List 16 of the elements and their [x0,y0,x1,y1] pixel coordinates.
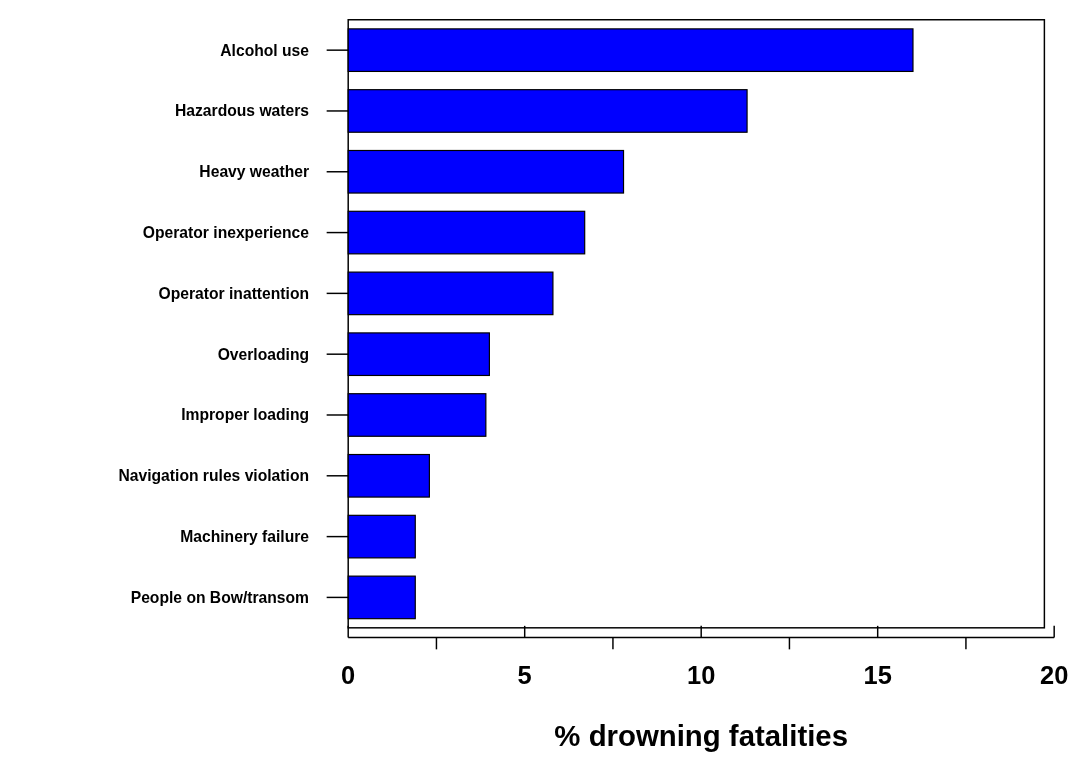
x-axis-title: % drowning fatalities [554,719,848,753]
y-tick-label: Alcohol use [220,41,310,59]
y-tick-label: Navigation rules violation [118,467,310,485]
y-tick-label: Overloading [217,345,310,363]
x-tick-label: 5 [517,660,532,689]
x-tick-label: 20 [1040,660,1069,689]
y-tick-label: Machinery failure [180,528,310,546]
x-tick-label: 10 [687,660,716,689]
y-tick-label: Improper loading [181,406,310,424]
y-tick-label: Hazardous waters [175,102,310,120]
y-tick-label: Operator inattention [158,284,310,302]
y-tick-label: Heavy weather [199,163,310,181]
y-tick-label: People on Bow/transom [130,588,310,606]
x-tick-label: 0 [341,660,356,689]
y-tick-label: Operator inexperience [142,224,310,242]
x-tick-label: 15 [863,660,892,689]
